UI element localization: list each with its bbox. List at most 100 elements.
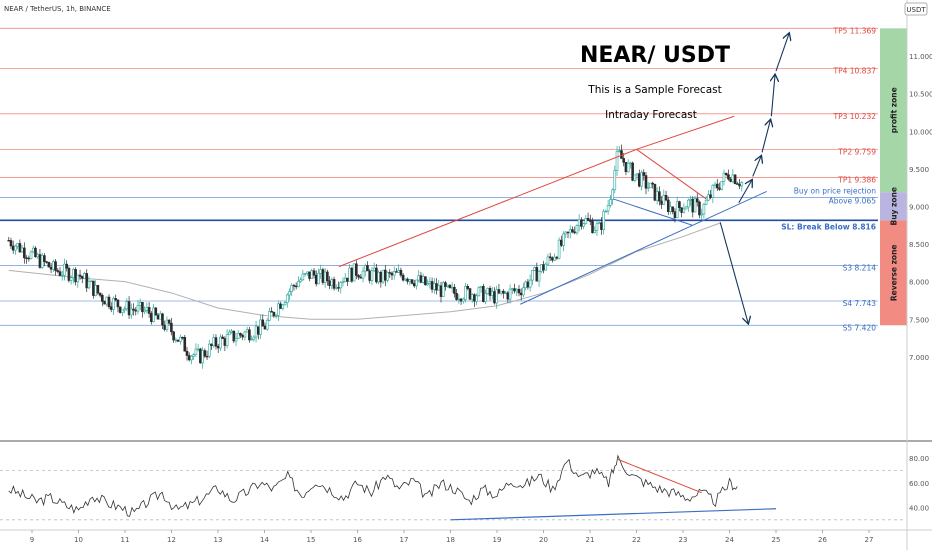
chart-title: NEAR/ USDT — [580, 43, 730, 68]
candle-body — [582, 223, 585, 227]
rsi-tick-label: 60.00 — [909, 480, 929, 488]
candle-body — [631, 162, 634, 181]
candle-body — [143, 309, 146, 313]
candle-body — [484, 293, 487, 302]
candle-body — [508, 288, 512, 300]
candle-body — [270, 311, 273, 313]
forecast-up-arrow — [761, 120, 770, 153]
forecast-down-arrow — [719, 222, 748, 323]
candle-body — [216, 345, 220, 349]
candle-body — [243, 331, 247, 338]
reverse-zone-label: Reverse zone — [890, 244, 899, 301]
candle-body — [34, 247, 37, 258]
candle-body — [112, 298, 115, 310]
candle-body — [490, 291, 494, 296]
candle-body — [410, 279, 414, 284]
tp-level-label: TP1 9.386 — [837, 175, 876, 184]
candle-body — [56, 270, 60, 272]
rsi-support-line — [450, 508, 777, 521]
candle-body — [638, 173, 641, 187]
candle-body — [468, 288, 472, 300]
candle-body — [453, 286, 456, 294]
candle-body — [404, 278, 407, 281]
candle-body — [174, 339, 178, 342]
candle-body — [283, 302, 287, 306]
candle-body — [406, 278, 409, 282]
tp-level-label: TP3 10.232 — [832, 112, 876, 121]
candle-body — [693, 198, 697, 213]
candle-body — [196, 348, 200, 351]
candle-body — [132, 308, 135, 311]
candle-body — [207, 343, 211, 357]
candle-body — [85, 273, 89, 289]
candle-body — [515, 288, 519, 292]
candle-body — [673, 211, 677, 218]
time-tick-label: 27 — [865, 536, 874, 544]
reverse-zone — [880, 220, 907, 326]
profit-zone — [880, 28, 907, 193]
candle-body — [346, 277, 349, 282]
candle-body — [334, 287, 338, 289]
candle-body — [368, 270, 372, 281]
candle-body — [372, 267, 376, 272]
candle-body — [435, 283, 438, 291]
candle-body — [698, 201, 701, 216]
time-tick-label: 24 — [725, 536, 734, 544]
candle-body — [163, 324, 167, 330]
candle-body — [294, 285, 298, 288]
candle-body — [54, 261, 57, 271]
candle-body — [281, 304, 285, 309]
support-level-label: S4 7.743 — [843, 299, 877, 308]
time-tick-label: 16 — [353, 536, 362, 544]
profit-zone-label: profit zone — [890, 87, 899, 133]
candle-body — [646, 187, 650, 189]
candle-body — [31, 247, 35, 253]
candle-body — [419, 275, 423, 283]
candle-body — [154, 307, 158, 316]
forecast-up-arrow — [775, 34, 789, 72]
candle-body — [506, 292, 510, 300]
candle-body — [499, 290, 503, 294]
candle-body — [58, 271, 62, 276]
candle-body — [439, 285, 443, 297]
candle-body — [25, 257, 28, 259]
candle-body — [319, 269, 322, 274]
time-tick-label: 19 — [493, 536, 502, 544]
price-tick-label: 7.000 — [909, 354, 929, 362]
candle-body — [357, 275, 360, 278]
candle-body — [386, 272, 389, 281]
candle-body — [455, 293, 458, 300]
candle-body — [738, 183, 741, 187]
candle-body — [660, 200, 663, 205]
candle-body — [36, 254, 40, 258]
candle-body — [546, 256, 550, 265]
candle-body — [461, 298, 465, 302]
rsi-tick-label: 40.00 — [909, 505, 929, 513]
candle-body — [473, 294, 476, 302]
candle-body — [720, 180, 724, 190]
candle-body — [98, 292, 102, 296]
candle-body — [194, 348, 198, 355]
candle-body — [493, 291, 496, 304]
candle-body — [379, 272, 383, 283]
candle-body — [16, 243, 19, 247]
candle-body — [629, 162, 632, 165]
candle-body — [597, 222, 601, 225]
candle-body — [713, 183, 717, 186]
candle-body — [736, 183, 739, 185]
candle-body — [502, 290, 505, 294]
candle-body — [303, 273, 307, 275]
candle-body — [388, 272, 392, 274]
candle-body — [363, 265, 367, 272]
candle-body — [466, 286, 470, 289]
candle-body — [201, 350, 204, 364]
candle-body — [526, 281, 530, 288]
candle-body — [517, 288, 521, 294]
candle-body — [531, 270, 534, 281]
candle-body — [640, 172, 643, 187]
candle-body — [49, 266, 53, 270]
candle-body — [321, 269, 325, 283]
trendlines — [338, 115, 767, 305]
candle-body — [103, 301, 106, 305]
currency-badge[interactable] — [904, 2, 928, 16]
